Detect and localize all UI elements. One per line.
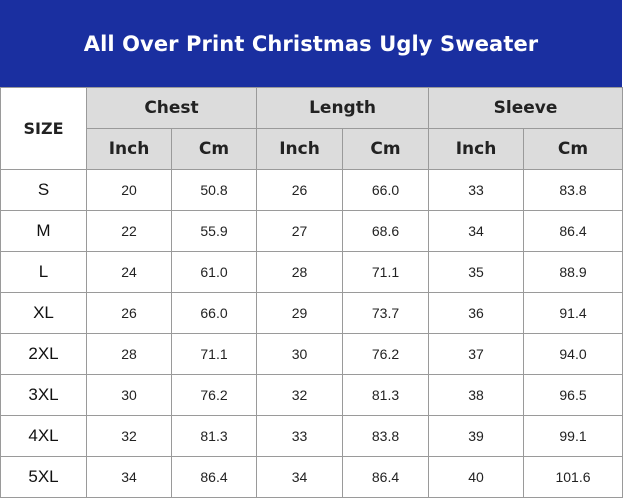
- group-header-sleeve: Sleeve: [428, 87, 624, 129]
- measurement-cell: 24: [86, 251, 172, 293]
- size-cell: S: [0, 169, 87, 211]
- size-cell: L: [0, 251, 87, 293]
- measurement-cell: 86.4: [342, 456, 430, 498]
- measurement-cell: 39: [428, 415, 525, 457]
- unit-header: Cm: [170, 128, 258, 170]
- measurement-cell: 32: [86, 415, 172, 457]
- table-row: XL 26 66.0 29 73.7 36 91.4: [0, 292, 624, 334]
- table-row: M 22 55.9 27 68.6 34 86.4: [0, 210, 624, 252]
- measurement-cell: 27: [256, 210, 344, 252]
- measurement-cell: 33: [428, 169, 525, 211]
- size-cell: 4XL: [0, 415, 87, 457]
- measurement-cell: 66.0: [342, 169, 430, 211]
- table-row: 3XL 30 76.2 32 81.3 38 96.5: [0, 374, 624, 416]
- unit-header: Inch: [256, 128, 344, 170]
- measurement-cell: 20: [86, 169, 172, 211]
- table-row: L 24 61.0 28 71.1 35 88.9: [0, 251, 624, 293]
- measurement-cell: 88.9: [523, 251, 624, 293]
- measurement-cell: 34: [86, 456, 172, 498]
- measurement-cell: 86.4: [523, 210, 624, 252]
- table-row: 2XL 28 71.1 30 76.2 37 94.0: [0, 333, 624, 375]
- measurement-cell: 38: [428, 374, 525, 416]
- measurement-cell: 40: [428, 456, 525, 498]
- measurement-cell: 36: [428, 292, 525, 334]
- measurement-cell: 73.7: [342, 292, 430, 334]
- measurement-cell: 30: [86, 374, 172, 416]
- size-chart-table: SIZE Chest Length Sleeve Inch Cm Inch Cm…: [0, 87, 624, 498]
- measurement-cell: 81.3: [342, 374, 430, 416]
- page-title: All Over Print Christmas Ugly Sweater: [83, 31, 539, 56]
- measurement-cell: 99.1: [523, 415, 624, 457]
- measurement-cell: 94.0: [523, 333, 624, 375]
- measurement-cell: 32: [256, 374, 344, 416]
- measurement-cell: 34: [428, 210, 525, 252]
- size-cell: XL: [0, 292, 87, 334]
- table-row: 4XL 32 81.3 33 83.8 39 99.1: [0, 415, 624, 457]
- measurement-cell: 76.2: [342, 333, 430, 375]
- measurement-cell: 37: [428, 333, 525, 375]
- measurement-cell: 91.4: [523, 292, 624, 334]
- measurement-cell: 76.2: [170, 374, 258, 416]
- unit-header: Inch: [86, 128, 172, 170]
- measurement-cell: 71.1: [170, 333, 258, 375]
- size-column-header: SIZE: [0, 87, 87, 170]
- table-row: S 20 50.8 26 66.0 33 83.8: [0, 169, 624, 211]
- size-cell: 2XL: [0, 333, 87, 375]
- measurement-cell: 83.8: [342, 415, 430, 457]
- size-cell: 3XL: [0, 374, 87, 416]
- measurement-cell: 101.6: [523, 456, 624, 498]
- measurement-cell: 61.0: [170, 251, 258, 293]
- measurement-cell: 22: [86, 210, 172, 252]
- measurement-cell: 35: [428, 251, 525, 293]
- unit-header-row: Inch Cm Inch Cm Inch Cm: [1, 128, 624, 170]
- measurement-cell: 68.6: [342, 210, 430, 252]
- unit-header: Cm: [342, 128, 430, 170]
- unit-header: Inch: [428, 128, 525, 170]
- measurement-cell: 66.0: [170, 292, 258, 334]
- measurement-cell: 28: [256, 251, 344, 293]
- measurement-cell: 55.9: [170, 210, 258, 252]
- size-cell: 5XL: [0, 456, 87, 498]
- title-banner: All Over Print Christmas Ugly Sweater: [0, 0, 622, 87]
- measurement-cell: 71.1: [342, 251, 430, 293]
- group-header-row: SIZE Chest Length Sleeve: [0, 87, 624, 170]
- measurement-cell: 30: [256, 333, 344, 375]
- measurement-cell: 81.3: [170, 415, 258, 457]
- group-header-chest: Chest: [85, 87, 258, 129]
- measurement-cell: 26: [86, 292, 172, 334]
- measurement-cell: 83.8: [523, 169, 624, 211]
- measurement-cell: 33: [256, 415, 344, 457]
- group-header-length: Length: [256, 87, 430, 129]
- measurement-cell: 34: [256, 456, 344, 498]
- measurement-cell: 96.5: [523, 374, 624, 416]
- measurement-cell: 50.8: [170, 169, 258, 211]
- unit-header: Cm: [523, 128, 624, 170]
- measurement-cell: 29: [256, 292, 344, 334]
- measurement-cell: 86.4: [170, 456, 258, 498]
- size-cell: M: [0, 210, 87, 252]
- measurement-cell: 28: [86, 333, 172, 375]
- size-rows: S 20 50.8 26 66.0 33 83.8 M 22 55.9 27 68.6 34 86.4 L 2…: [0, 169, 624, 498]
- measurement-cell: 26: [256, 169, 344, 211]
- table-row: 5XL 34 86.4 34 86.4 40 101.6: [0, 456, 624, 498]
